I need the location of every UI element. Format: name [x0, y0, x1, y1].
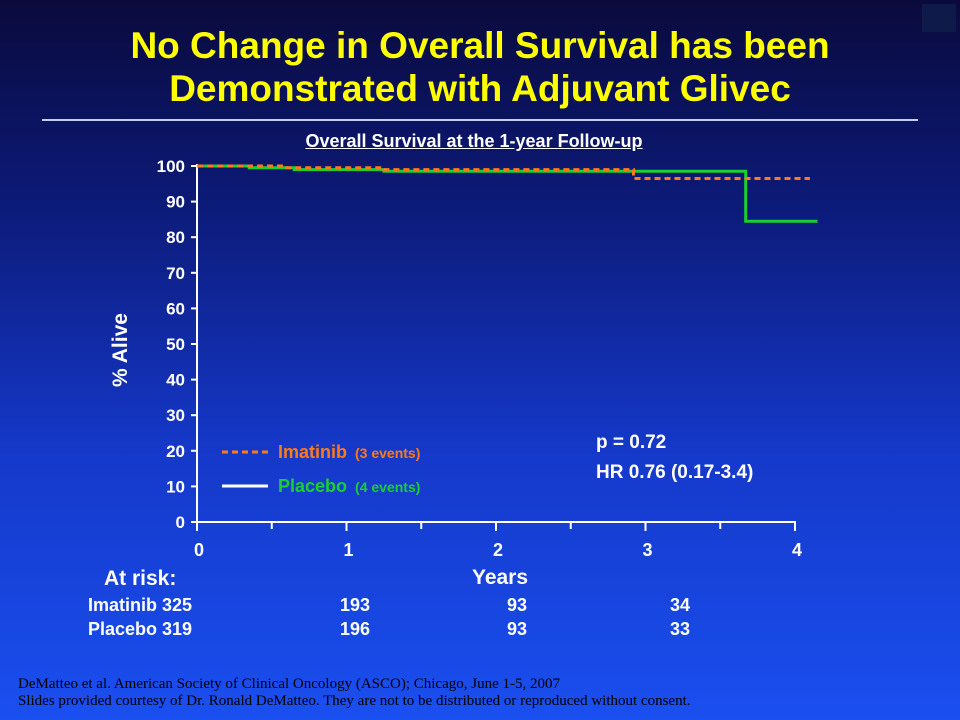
hazard-ratio-annotation: HR 0.76 (0.17-3.4) [596, 462, 753, 483]
at-risk-label-imatinib: Imatinib 325 [88, 595, 193, 615]
x-tick-label: 2 [493, 540, 503, 560]
p-value-annotation: p = 0.72 [596, 432, 666, 453]
y-tick-label: 10 [166, 477, 185, 496]
slide-title-line1: No Change in Overall Survival has been [130, 25, 830, 66]
slide-title-line2: Demonstrated with Adjuvant Glivec [169, 68, 791, 109]
series-line-placebo [197, 164, 818, 223]
y-tick-label: 40 [166, 371, 185, 390]
legend-label-placebo: Placebo [278, 476, 347, 496]
x-tick-label: 4 [792, 540, 802, 560]
series-line-imatinib [197, 164, 810, 180]
legend-events-imatinib: (3 events) [355, 445, 420, 461]
at-risk-imatinib-y2: 93 [507, 595, 528, 615]
corner-box [922, 4, 956, 32]
at-risk-placebo-y3: 33 [670, 619, 691, 639]
x-axis-title: Years [472, 566, 528, 589]
at-risk-imatinib-y3: 34 [670, 595, 691, 615]
y-tick-label: 80 [166, 228, 185, 247]
y-tick-label: 0 [176, 513, 185, 532]
x-tick-label: 1 [343, 540, 353, 560]
citation: DeMatteo et al. American Society of Clin… [18, 676, 691, 710]
y-tick-label: 60 [166, 299, 185, 318]
y-tick-label: 30 [166, 406, 185, 425]
x-tick-label: 0 [194, 540, 204, 560]
legend-events-placebo: (4 events) [355, 479, 420, 495]
y-tick-label: 20 [166, 442, 185, 461]
y-tick-label: 90 [166, 193, 185, 212]
at-risk-placebo-y1: 196 [340, 619, 371, 639]
y-axis-title: % Alive [109, 313, 132, 387]
at-risk-label-placebo: Placebo 319 [88, 619, 193, 639]
y-tick-label: 100 [157, 157, 185, 176]
citation-line2: Slides provided courtesy of Dr. Ronald D… [18, 693, 691, 709]
at-risk-placebo-y2: 93 [507, 619, 528, 639]
legend-label-imatinib: Imatinib [278, 442, 347, 462]
y-tick-label: 70 [166, 264, 185, 283]
x-tick-label: 3 [642, 540, 652, 560]
title-divider [42, 119, 918, 121]
chart-title: Overall Survival at the 1-year Follow-up [305, 131, 643, 151]
slide-title: No Change in Overall Survival has been D… [0, 24, 960, 110]
y-tick-label: 50 [166, 335, 185, 354]
citation-line1: DeMatteo et al. American Society of Clin… [18, 676, 560, 692]
at-risk-header: At risk: [104, 567, 177, 590]
at-risk-imatinib-y1: 193 [340, 595, 371, 615]
